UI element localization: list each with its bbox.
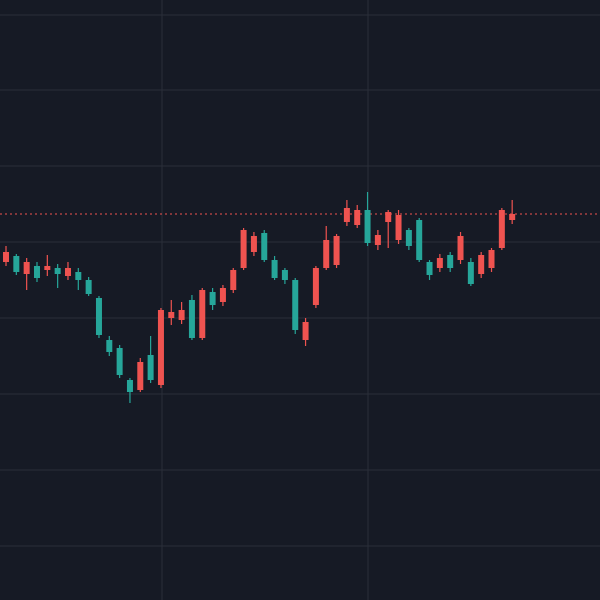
- candle-body: [498, 210, 505, 248]
- candle-body: [106, 340, 113, 352]
- candle-body: [395, 215, 402, 240]
- candle-body: [374, 235, 381, 245]
- candle-body: [23, 262, 30, 274]
- candle-body: [333, 236, 340, 265]
- candle-body: [199, 290, 206, 338]
- candle-body: [13, 256, 20, 272]
- candle-body: [302, 322, 309, 340]
- candle-body: [54, 268, 61, 274]
- candle-body: [44, 266, 51, 270]
- candle-body: [240, 230, 247, 268]
- candle-body: [126, 380, 133, 392]
- candle-body: [426, 262, 433, 275]
- candle-body: [64, 268, 71, 276]
- candle-body: [157, 310, 164, 385]
- candle-body: [405, 230, 412, 246]
- candle-body: [219, 288, 226, 302]
- candle-body: [457, 236, 464, 260]
- candle-body: [416, 220, 423, 260]
- candle-body: [467, 262, 474, 284]
- candle-body: [188, 300, 195, 338]
- candle-body: [33, 266, 40, 278]
- candle-body: [323, 240, 330, 268]
- candle-body: [271, 260, 278, 278]
- candle-body: [75, 272, 82, 280]
- candle-body: [447, 255, 454, 268]
- candle-body: [168, 312, 175, 318]
- candle-body: [230, 270, 237, 290]
- candle-body: [281, 270, 288, 280]
- candle-body: [3, 252, 9, 262]
- candle-body: [250, 236, 257, 252]
- candle-body: [478, 255, 485, 274]
- candle-body: [85, 280, 92, 294]
- candle-body: [95, 298, 102, 335]
- candle-body: [364, 210, 371, 243]
- candle-body: [385, 212, 392, 222]
- candle-body: [209, 292, 216, 305]
- candle-body: [292, 280, 299, 330]
- candle-body: [147, 355, 154, 380]
- candle-body: [178, 310, 185, 320]
- candle-body: [261, 233, 268, 260]
- candle-body: [312, 268, 319, 305]
- candle-body: [137, 362, 144, 390]
- candle-body: [488, 250, 495, 268]
- candle-body: [436, 258, 443, 268]
- candle-body: [116, 348, 123, 375]
- candle-body: [354, 210, 361, 225]
- candle-body: [509, 214, 516, 220]
- candle-body: [343, 208, 350, 222]
